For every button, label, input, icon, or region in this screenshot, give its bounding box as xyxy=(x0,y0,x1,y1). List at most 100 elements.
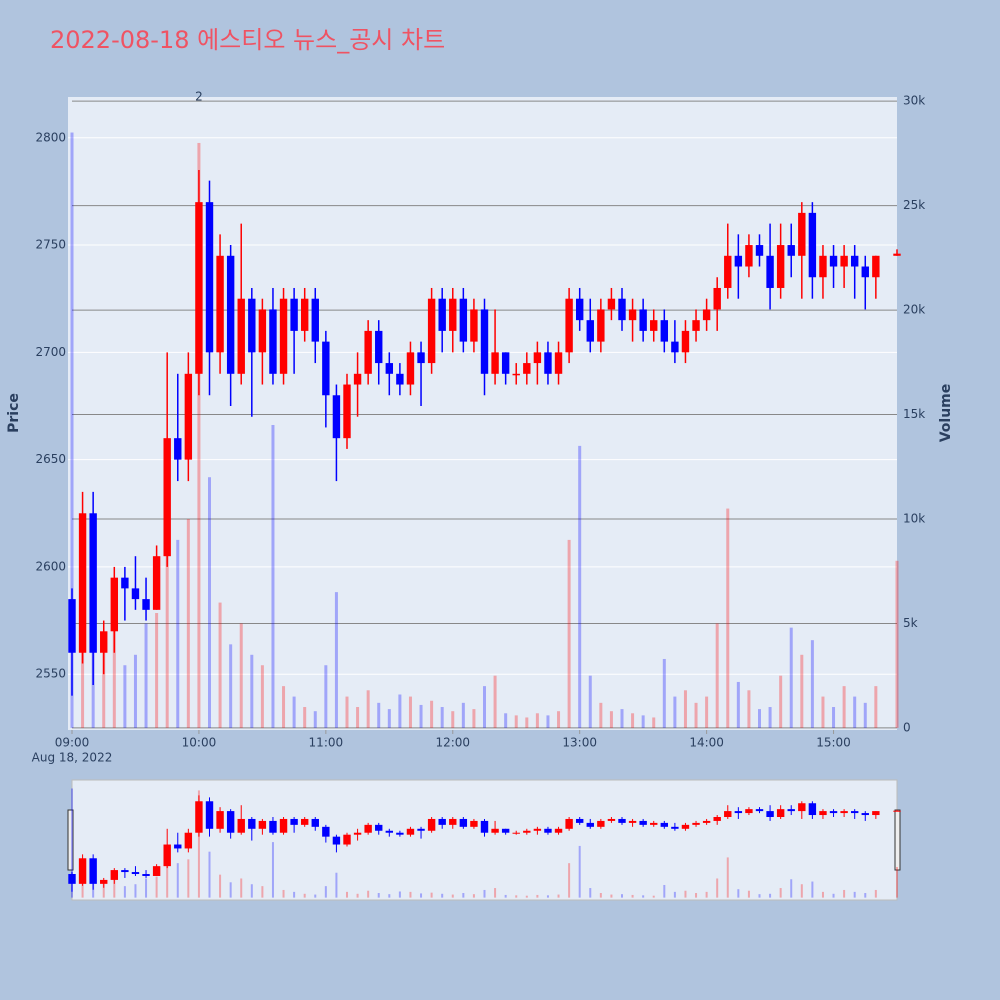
volume-bar xyxy=(705,696,709,728)
volume-bar xyxy=(112,602,116,728)
slider-volume-bar xyxy=(525,895,528,898)
slider-body xyxy=(776,809,785,817)
volume-bar xyxy=(430,700,434,728)
volume-bar xyxy=(483,686,486,728)
slider-volume-bar xyxy=(377,893,380,898)
slider-body xyxy=(290,818,298,825)
volume-bar xyxy=(493,675,497,728)
volume-bar xyxy=(863,702,867,728)
slider-volume-bar xyxy=(652,895,655,898)
slider-volume-bar xyxy=(346,891,348,898)
slider-body xyxy=(639,820,647,825)
chart-title: 2022-08-18 에스티오 뉴스_공시 차트 xyxy=(50,26,445,54)
annotation: 2 xyxy=(195,90,203,104)
slider-body xyxy=(713,816,721,821)
slider-volume-bar xyxy=(769,893,772,898)
candle-body xyxy=(840,255,848,267)
candle-body xyxy=(893,253,901,256)
slider-body xyxy=(533,828,542,831)
slider-volume-bar xyxy=(642,895,645,898)
volume-bar xyxy=(377,702,381,728)
slider-body xyxy=(618,818,626,823)
candle-body xyxy=(258,309,267,353)
slider-volume-bar xyxy=(758,894,761,898)
slider-volume-bar xyxy=(811,881,814,898)
range-slider[interactable] xyxy=(71,779,898,901)
volume-bar xyxy=(779,675,783,728)
range-handle[interactable] xyxy=(67,809,74,871)
slider-body xyxy=(406,828,415,835)
slider-volume-bar xyxy=(483,889,486,898)
x-tick-label: 12:00 xyxy=(435,736,470,750)
candle-body xyxy=(798,212,806,256)
candle-body xyxy=(110,577,119,632)
slider-volume-bar xyxy=(790,879,793,898)
candle-body xyxy=(131,588,140,600)
candle-body xyxy=(406,352,415,385)
slider-body xyxy=(427,818,436,831)
candle-body xyxy=(586,320,594,342)
candle-body xyxy=(332,395,341,439)
y-tick-label: 2700 xyxy=(35,345,66,359)
slider-body xyxy=(702,820,711,823)
candle-body xyxy=(523,363,531,374)
volume-bar xyxy=(451,711,455,728)
slider-volume-bar xyxy=(472,894,475,898)
volume-bar xyxy=(609,711,613,728)
slider-volume-bar xyxy=(716,878,719,898)
candle-body xyxy=(100,631,108,653)
candle-body xyxy=(205,202,214,353)
y2-tick-label: 20k xyxy=(903,303,925,317)
candle-body xyxy=(343,384,351,439)
slider-body xyxy=(121,870,129,873)
slider-body xyxy=(480,820,489,833)
volume-bar xyxy=(832,707,836,728)
volume-bar xyxy=(567,539,571,728)
slider-volume-bar xyxy=(166,851,169,898)
slider-body xyxy=(258,820,267,829)
y-tick-label: 2800 xyxy=(35,130,66,144)
volume-bar xyxy=(102,644,106,728)
candle-body xyxy=(279,298,288,374)
slider-body xyxy=(375,824,383,831)
slider-volume-bar xyxy=(663,884,666,898)
slider-body xyxy=(152,866,161,876)
candle-body xyxy=(459,298,468,342)
candle-body xyxy=(575,298,584,321)
slider-volume-bar xyxy=(726,857,729,898)
volume-bar xyxy=(250,654,254,728)
slider-body xyxy=(237,818,245,833)
candle-body xyxy=(512,373,520,376)
slider-volume-bar xyxy=(536,894,539,898)
slider-body xyxy=(110,870,119,880)
candle-body xyxy=(501,352,510,374)
slider-body xyxy=(89,858,97,884)
volume-bar xyxy=(800,654,804,728)
slider-volume-bar xyxy=(229,882,232,898)
volume-bar xyxy=(218,602,222,728)
slider-volume-bar xyxy=(314,894,317,898)
slider-volume-bar xyxy=(282,889,285,898)
range-handle[interactable] xyxy=(894,809,901,871)
slider-volume-bar xyxy=(462,893,465,898)
slider-volume-bar xyxy=(673,891,676,898)
candle-body xyxy=(269,309,277,374)
slider-body xyxy=(660,822,669,827)
slider-volume-bar xyxy=(631,894,634,898)
y2-tick-label: 25k xyxy=(903,198,925,212)
slider-volume-bar xyxy=(367,890,370,898)
slider-volume-bar xyxy=(187,859,190,898)
volume-bar xyxy=(789,627,793,728)
slider-volume-bar xyxy=(155,876,158,898)
slider-body xyxy=(671,826,679,829)
slider-body xyxy=(766,811,774,817)
slider-volume-bar xyxy=(504,894,507,898)
slider-body xyxy=(787,809,795,812)
candle-body xyxy=(311,298,319,342)
volume-bar xyxy=(504,713,508,728)
slider-body xyxy=(681,824,690,829)
slider-body xyxy=(755,809,764,812)
candle-body xyxy=(385,363,394,374)
volume-bar xyxy=(70,132,74,728)
slider-volume-bar xyxy=(208,851,211,898)
